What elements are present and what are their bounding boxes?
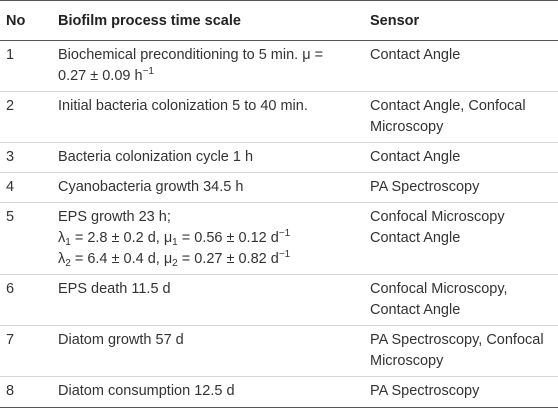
table-row: 5 EPS growth 23 h; λ1 = 2.8 ± 0.2 d, μ1 = … — [0, 202, 558, 275]
sensor-cell: Contact Angle — [364, 142, 558, 173]
header-sensor: Sensor — [364, 0, 558, 41]
sensor-cell: PA Spectroscopy — [364, 172, 558, 203]
process-cell: Biochemical preconditioning to 5 min. μ … — [52, 40, 364, 92]
row-number: 5 — [0, 202, 52, 275]
process-line: EPS death 11.5 d — [58, 281, 171, 297]
sensor-cell: Contact Angle — [364, 40, 558, 92]
process-line: Initial bacteria colonization 5 to 40 mi… — [58, 98, 308, 114]
process-cell: EPS death 11.5 d — [52, 274, 364, 326]
row-number: 2 — [0, 91, 52, 143]
row-number: 1 — [0, 40, 52, 92]
sensor-line: PA Spectroscopy — [370, 179, 480, 195]
row-number: 6 — [0, 274, 52, 326]
process-cell: Diatom growth 57 d — [52, 325, 364, 377]
table-row: 8 Diatom consumption 12.5 d PA Spectroscop… — [0, 376, 558, 408]
process-cell: Bacteria colonization cycle 1 h — [52, 142, 364, 173]
table-row: 7 Diatom growth 57 d PA Spectroscopy, Conf… — [0, 325, 558, 377]
row-number: 4 — [0, 172, 52, 203]
header-row: No Biofilm process time scale Sensor — [0, 0, 558, 41]
row-number: 7 — [0, 325, 52, 377]
header-process: Biofilm process time scale — [52, 0, 364, 41]
process-line: Biochemical preconditioning to 5 min. μ … — [58, 47, 324, 63]
header-no: No — [0, 0, 52, 41]
sensor-cell: Confocal Microscopy Contact Angle — [364, 202, 558, 275]
sensor-line: Contact Angle, Confocal — [370, 98, 526, 114]
table-row: 2 Initial bacteria colonization 5 to 40 m… — [0, 91, 558, 143]
process-line: 0.27 ± 0.09 h−1 — [58, 66, 154, 85]
process-cell: EPS growth 23 h; λ1 = 2.8 ± 0.2 d, μ1 = 0… — [52, 202, 364, 275]
table-row: 4 Cyanobacteria growth 34.5 h PA Spectrosc… — [0, 172, 558, 203]
sensor-cell: PA Spectroscopy — [364, 376, 558, 408]
process-line: λ1 = 2.8 ± 0.2 d, μ1 = 0.56 ± 0.12 d−1 — [58, 228, 291, 248]
sensor-line: Contact Angle — [370, 149, 461, 165]
sensor-line: Microscopy — [370, 353, 444, 369]
sensor-cell: Confocal Microscopy, Contact Angle — [364, 274, 558, 326]
sensor-line: Microscopy — [370, 119, 444, 135]
process-line: Cyanobacteria growth 34.5 h — [58, 179, 244, 195]
sensor-cell: Contact Angle, Confocal Microscopy — [364, 91, 558, 143]
process-line: λ2 = 6.4 ± 0.4 d, μ2 = 0.27 ± 0.82 d−1 — [58, 249, 291, 269]
row-number: 8 — [0, 376, 52, 408]
sensor-line: PA Spectroscopy, Confocal — [370, 332, 544, 348]
sensor-line: PA Spectroscopy — [370, 383, 480, 399]
sensor-line: Contact Angle — [370, 302, 461, 318]
process-line: Bacteria colonization cycle 1 h — [58, 149, 254, 165]
process-line: EPS growth 23 h; — [58, 209, 171, 225]
table-row: 3 Bacteria colonization cycle 1 h Contact … — [0, 142, 558, 173]
sensor-line: Confocal Microscopy, — [370, 281, 508, 297]
row-number: 3 — [0, 142, 52, 173]
process-cell: Cyanobacteria growth 34.5 h — [52, 172, 364, 203]
sensor-line: Contact Angle — [370, 230, 461, 246]
process-cell: Diatom consumption 12.5 d — [52, 376, 364, 408]
process-cell: Initial bacteria colonization 5 to 40 mi… — [52, 91, 364, 143]
sensor-line: Confocal Microscopy — [370, 209, 505, 225]
sensor-line: Contact Angle — [370, 47, 461, 63]
table-row: 1 Biochemical preconditioning to 5 min. μ… — [0, 40, 558, 92]
process-line: Diatom consumption 12.5 d — [58, 383, 235, 399]
table-row: 6 EPS death 11.5 d Confocal Microscopy, Con… — [0, 274, 558, 326]
sensor-cell: PA Spectroscopy, Confocal Microscopy — [364, 325, 558, 377]
process-line: Diatom growth 57 d — [58, 332, 184, 348]
